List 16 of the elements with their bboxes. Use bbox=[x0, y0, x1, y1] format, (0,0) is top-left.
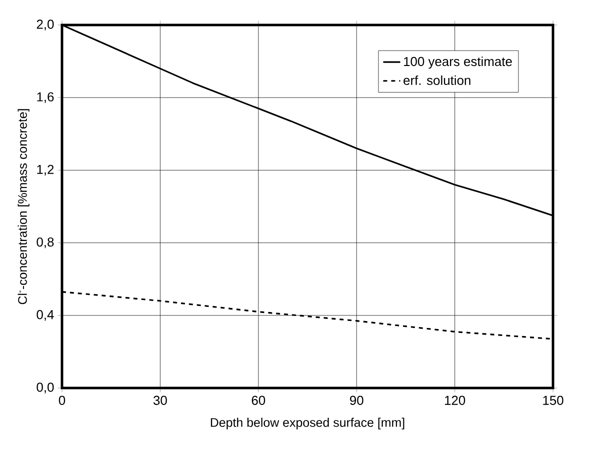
y-tick-label: 0,8 bbox=[36, 237, 54, 248]
x-tick-label: 150 bbox=[543, 396, 564, 405]
y-tick-label: 1,2 bbox=[37, 164, 54, 176]
y-tick-label: 2,0 bbox=[36, 20, 54, 30]
x-tick-label: 90 bbox=[350, 396, 364, 405]
legend-label: 100 years estimate bbox=[404, 56, 512, 69]
x-tick-label: 60 bbox=[252, 396, 266, 405]
y-tick-label: 0,0 bbox=[36, 382, 54, 394]
x-tick-label: 0 bbox=[58, 396, 66, 405]
legend-label: erf. solution bbox=[404, 75, 470, 85]
y-tick-label: 0,4 bbox=[36, 310, 54, 321]
x-tick-label: 120 bbox=[444, 396, 466, 405]
x-tick-label: 30 bbox=[154, 396, 167, 405]
y-tick-label: 1,6 bbox=[37, 92, 54, 103]
y-axis-title: Cl$^{-}$-concentration [%mass concrete] bbox=[18, 109, 30, 304]
x-axis-title: Depth below exposed surface [mm] bbox=[210, 418, 404, 430]
